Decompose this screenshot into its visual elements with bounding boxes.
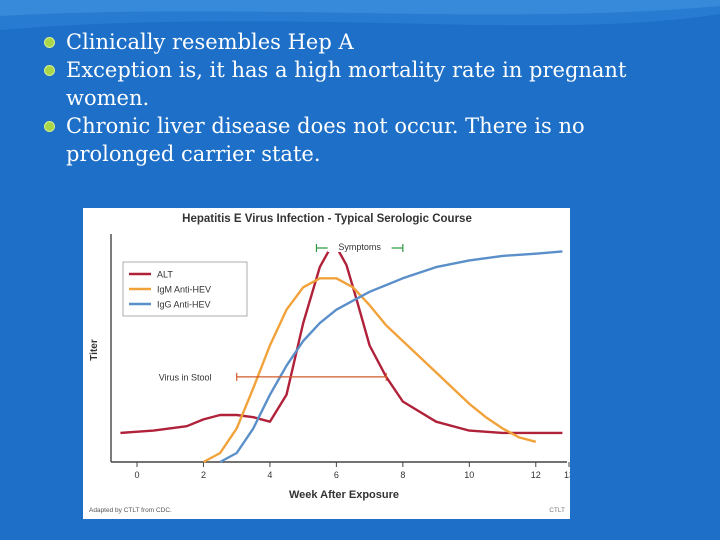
symptoms-label-bg [327,240,392,252]
bullet-item: Clinically resembles Hep A [44,28,684,56]
bullet-item: Chronic liver disease does not occur. Th… [44,112,684,168]
top-wave-decoration [0,0,720,30]
x-tick-label: 12 [531,470,541,480]
legend-label: ALT [157,270,173,280]
bullet-item: Exception is, it has a high mortality ra… [44,56,684,112]
x-tick-label: 6 [334,470,339,480]
y-axis-label: Titer [89,339,100,361]
bullet-text: Exception is, it has a high mortality ra… [66,58,627,110]
legend-box [122,261,248,317]
bullet-list: Clinically resembles Hep A Exception is,… [44,28,684,168]
virus-in-stool-label: Virus in Stool [159,372,212,382]
x-tick-label: 10 [464,470,474,480]
chart-figure: Hepatitis E Virus Infection - Typical Se… [83,208,570,519]
legend-label: IgM Anti-HEV [157,285,211,295]
legend-label: IgG Anti-HEV [157,300,211,310]
serologic-course-chart: Hepatitis E Virus Infection - Typical Se… [89,213,570,514]
source-note: Adapted by CTLT from CDC. [89,507,172,514]
bullet-text: Clinically resembles Hep A [66,30,354,54]
bullet-text: Chronic liver disease does not occur. Th… [66,114,585,166]
watermark-logo: CTLT [549,507,565,514]
bullet-dot-icon [44,37,55,48]
x-axis-label: Week After Exposure [289,489,399,501]
x-tick-label: 2 [201,470,206,480]
x-tick-label: 4 [267,470,272,480]
x-tick-label: 13 [564,470,570,480]
x-tick-label: 0 [134,470,139,480]
bullet-dot-icon [44,65,55,76]
series-line-igg-anti-hev [219,250,563,464]
chart-title: Hepatitis E Virus Infection - Typical Se… [182,213,472,225]
symptoms-label: Symptoms [338,242,381,252]
x-tick-label: 8 [400,470,405,480]
bullet-dot-icon [44,121,55,132]
series-line-igm-anti-hev [202,277,537,464]
